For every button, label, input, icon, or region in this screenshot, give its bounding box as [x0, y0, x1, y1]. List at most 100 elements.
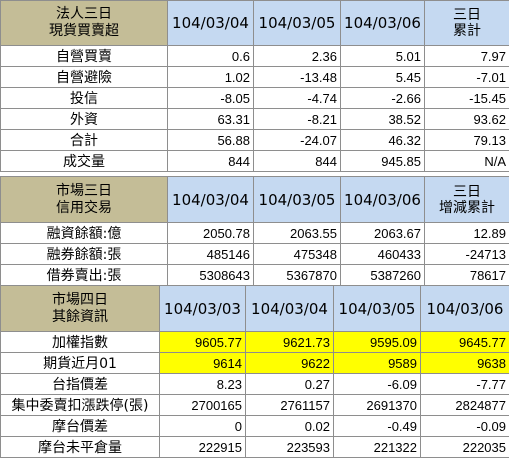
value-cell: 79.13 [424, 129, 509, 151]
value-cell: 485146 [167, 243, 254, 265]
value-cell: 78617 [424, 264, 509, 286]
row-label: 集中委賣扣漲跌停(張) [0, 394, 160, 416]
value-cell: 38.52 [340, 108, 425, 130]
corner-line-1: 市場三日 [56, 182, 112, 199]
corner-line-1: 法人三日 [56, 6, 112, 22]
header-row: 市場四日 其餘資訊 104/03/03 104/03/04 104/03/05 … [0, 285, 509, 332]
value-cell: 221322 [333, 436, 421, 458]
date-header: 104/03/03 [159, 285, 246, 332]
value-cell: 2050.78 [167, 222, 254, 244]
table-row: 投信 -8.05 -4.74 -2.66 -15.45 [0, 87, 509, 109]
row-label: 合計 [0, 129, 168, 151]
corner-header: 法人三日 現貨買賣超 [0, 0, 168, 46]
value-cell: 93.62 [424, 108, 509, 130]
table-row: 摩台未平倉量 222915 223593 221322 222035 [0, 436, 509, 458]
date-header: 104/03/05 [253, 176, 341, 223]
value-cell: 9589 [333, 352, 421, 374]
value-cell: 2063.55 [253, 222, 341, 244]
value-cell: 0.27 [245, 373, 334, 395]
header-row: 法人三日 現貨買賣超 104/03/04 104/03/05 104/03/06… [0, 0, 509, 46]
value-cell: -8.05 [167, 87, 254, 109]
row-label: 期貨近月01 [0, 352, 160, 374]
value-cell: 2761157 [245, 394, 334, 416]
sum-header-line-2: 累計 [453, 23, 481, 39]
table-row: 合計 56.88 -24.07 46.32 79.13 [0, 129, 509, 151]
value-cell: 844 [253, 150, 341, 172]
value-cell: 7.97 [424, 45, 509, 67]
section-credit-table: 市場三日 信用交易 104/03/04 104/03/05 104/03/06 … [0, 176, 509, 286]
date-header: 104/03/04 [245, 285, 334, 332]
corner-line-1: 市場四日 [52, 291, 108, 308]
value-cell: -2.66 [340, 87, 425, 109]
value-cell: 9595.09 [333, 331, 421, 353]
value-cell: 844 [167, 150, 254, 172]
value-cell: -6.09 [333, 373, 421, 395]
value-cell: 56.88 [167, 129, 254, 151]
value-cell: 0 [159, 415, 246, 437]
row-label: 自營買賣 [0, 45, 168, 67]
date-header: 104/03/05 [253, 0, 341, 46]
value-cell: 9605.77 [159, 331, 246, 353]
date-header: 104/03/04 [167, 0, 254, 46]
value-cell: 2.36 [253, 45, 341, 67]
value-cell: 2700165 [159, 394, 246, 416]
value-cell: 12.89 [424, 222, 509, 244]
value-cell: 0.02 [245, 415, 334, 437]
row-label: 摩台價差 [0, 415, 160, 437]
table-row: 自營避險 1.02 -13.48 5.45 -7.01 [0, 66, 509, 88]
corner-line-2: 現貨買賣超 [49, 23, 119, 39]
value-cell: 5367870 [253, 264, 341, 286]
value-cell: 2824877 [420, 394, 509, 416]
date-header: 104/03/06 [340, 0, 425, 46]
row-label: 借券賣出:張 [0, 264, 168, 286]
value-cell: N/A [424, 150, 509, 172]
value-cell: 5.45 [340, 66, 425, 88]
value-cell: 2063.67 [340, 222, 425, 244]
sum-header-line-2: 增減累計 [439, 199, 495, 216]
row-label: 融資餘額:億 [0, 222, 168, 244]
table-row: 期貨近月01 9614 9622 9589 9638 [0, 352, 509, 374]
value-cell: -0.09 [420, 415, 509, 437]
row-label: 自營避險 [0, 66, 168, 88]
sum-header-line-1: 三日 [453, 7, 481, 23]
header-row: 市場三日 信用交易 104/03/04 104/03/05 104/03/06 … [0, 176, 509, 223]
corner-line-2: 其餘資訊 [52, 308, 108, 325]
sum-header: 三日 累計 [424, 0, 509, 46]
table-row: 加權指數 9605.77 9621.73 9595.09 9645.77 [0, 331, 509, 353]
value-cell: 0.6 [167, 45, 254, 67]
value-cell: 8.23 [159, 373, 246, 395]
row-label: 加權指數 [0, 331, 160, 353]
date-header: 104/03/04 [167, 176, 254, 223]
value-cell: 9621.73 [245, 331, 334, 353]
value-cell: 222915 [159, 436, 246, 458]
table-row: 融資餘額:億 2050.78 2063.55 2063.67 12.89 [0, 222, 509, 244]
value-cell: 5.01 [340, 45, 425, 67]
value-cell: 9622 [245, 352, 334, 374]
value-cell: -13.48 [253, 66, 341, 88]
row-label: 外資 [0, 108, 168, 130]
table-row: 外資 63.31 -8.21 38.52 93.62 [0, 108, 509, 130]
table-row: 自營買賣 0.6 2.36 5.01 7.97 [0, 45, 509, 67]
value-cell: 63.31 [167, 108, 254, 130]
sum-header-line-1: 三日 [453, 183, 481, 200]
row-label: 投信 [0, 87, 168, 109]
value-cell: 460433 [340, 243, 425, 265]
table-row: 集中委賣扣漲跌停(張) 2700165 2761157 2691370 2824877 [0, 394, 509, 416]
table-row: 摩台價差 0 0.02 -0.49 -0.09 [0, 415, 509, 437]
value-cell: -15.45 [424, 87, 509, 109]
section-institutional-table: 法人三日 現貨買賣超 104/03/04 104/03/05 104/03/06… [0, 0, 509, 172]
value-cell: 46.32 [340, 129, 425, 151]
date-header: 104/03/06 [420, 285, 509, 332]
row-label: 台指價差 [0, 373, 160, 395]
row-label: 摩台未平倉量 [0, 436, 160, 458]
value-cell: 223593 [245, 436, 334, 458]
value-cell: -24.07 [253, 129, 341, 151]
corner-header: 市場四日 其餘資訊 [0, 285, 160, 332]
value-cell: -7.01 [424, 66, 509, 88]
table-row: 借券賣出:張 5308643 5367870 5387260 78617 [0, 264, 509, 286]
value-cell: 222035 [420, 436, 509, 458]
value-cell: 9614 [159, 352, 246, 374]
value-cell: -4.74 [253, 87, 341, 109]
value-cell: 5387260 [340, 264, 425, 286]
row-label: 成交量 [0, 150, 168, 172]
